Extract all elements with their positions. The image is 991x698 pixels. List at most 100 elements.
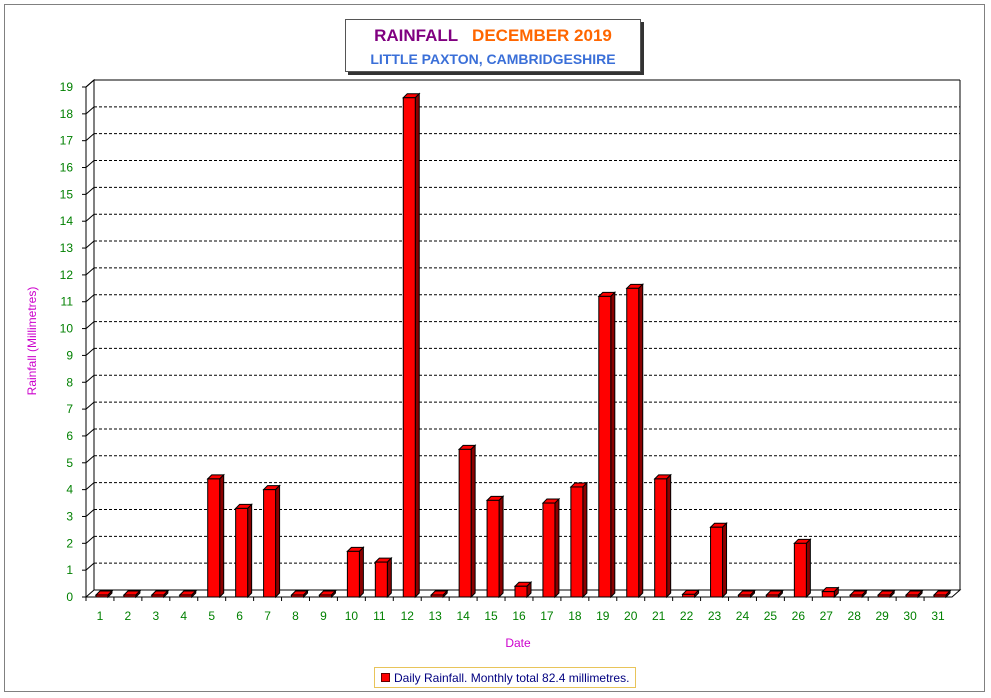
y-tick-label: 7: [66, 402, 73, 416]
x-tick-label: 14: [456, 609, 470, 623]
grid-diagonal: [85, 294, 95, 303]
bar: [597, 291, 617, 599]
bar-front: [346, 550, 360, 598]
x-tick-label: 13: [429, 609, 443, 623]
x-tick-label: 30: [903, 609, 917, 623]
bar-front: [291, 594, 305, 598]
bar-front: [514, 585, 528, 598]
y-tick-label: 18: [60, 107, 74, 121]
y-tick-label: 6: [66, 429, 73, 443]
bar: [876, 589, 896, 599]
bar-front: [570, 486, 584, 598]
y-tick-label: 19: [60, 80, 74, 94]
bar: [793, 538, 812, 599]
bar: [625, 283, 644, 599]
x-tick-label: 17: [540, 609, 554, 623]
bar-front: [821, 591, 835, 598]
x-tick-label: 18: [568, 609, 582, 623]
bar-side: [805, 538, 811, 599]
bar: [821, 586, 840, 599]
bar: [541, 497, 561, 599]
bar-front: [207, 478, 221, 598]
x-tick-label: 27: [820, 609, 834, 623]
bar: [457, 444, 477, 599]
bar-front: [95, 594, 109, 598]
bar-side: [722, 522, 728, 599]
x-tick-label: 31: [931, 609, 945, 623]
y-tick-label: 5: [66, 456, 73, 470]
bar-front: [374, 561, 388, 598]
grid-layer: [85, 79, 960, 571]
y-tick-label: 14: [60, 214, 74, 228]
x-tick-label: 16: [512, 609, 526, 623]
bar-front: [765, 594, 779, 598]
grid-diagonal: [85, 348, 95, 356]
bar: [318, 589, 337, 599]
y-tick-label: 0: [66, 590, 73, 604]
bar: [849, 589, 868, 599]
bar: [709, 522, 728, 599]
chart-title: RAINFALL DECEMBER 2019: [346, 26, 640, 46]
bar-layer: [94, 92, 952, 599]
x-tick-label: 28: [848, 609, 862, 623]
bar: [346, 546, 365, 599]
bar: [904, 589, 924, 599]
bar-front: [598, 295, 612, 598]
bar-front: [849, 594, 863, 598]
bar-side: [386, 556, 392, 599]
grid-diagonal: [85, 509, 95, 517]
bar: [374, 556, 393, 599]
bar-front: [626, 287, 640, 598]
bar-side: [554, 497, 560, 599]
bar: [681, 589, 700, 599]
y-tick-label: 17: [60, 134, 74, 148]
grid-diagonal: [85, 240, 95, 249]
bar-front: [402, 97, 416, 598]
bar-side: [358, 546, 364, 599]
bar-front: [458, 448, 472, 598]
bar-front: [682, 593, 696, 598]
x-tick-label: 12: [401, 609, 415, 623]
grid-diagonal: [85, 455, 95, 464]
y-tick-label: 1: [66, 563, 73, 577]
x-tick-label: 24: [736, 609, 750, 623]
bar-side: [610, 291, 616, 599]
x-tick-label: 29: [875, 609, 889, 623]
x-axis-label: Date: [505, 636, 531, 650]
bar-side: [219, 473, 225, 599]
bar-front: [905, 594, 919, 598]
grid-diagonal: [85, 482, 95, 491]
y-tick-label: 11: [61, 295, 74, 309]
bar-front: [933, 594, 947, 598]
x-tick-label: 11: [373, 609, 386, 623]
x-tick-label: 4: [180, 609, 187, 623]
x-tick-label: 21: [652, 609, 666, 623]
bar-side: [666, 473, 672, 599]
bar: [94, 589, 114, 599]
bar: [122, 589, 142, 599]
x-tick-label: 23: [708, 609, 722, 623]
bar-side: [275, 484, 281, 599]
x-tick-label: 26: [792, 609, 806, 623]
bar: [737, 589, 756, 599]
bar-front: [179, 594, 193, 598]
bar: [178, 589, 197, 599]
title-word-rainfall: RAINFALL: [374, 26, 458, 45]
bar: [569, 481, 589, 599]
bar-front: [877, 594, 891, 598]
bar-side: [247, 503, 253, 599]
grid-diagonal: [85, 401, 95, 410]
bar-front: [318, 594, 332, 598]
x-tick-label: 3: [152, 609, 159, 623]
chart-subtitle: LITTLE PAXTON, CAMBRIDGESHIRE: [370, 51, 616, 67]
y-tick-label: 3: [66, 509, 73, 523]
bar-front: [263, 489, 277, 598]
y-axis-label: Rainfall (Millimetres): [25, 287, 39, 396]
grid-diagonal: [85, 186, 95, 195]
bar-side: [470, 444, 476, 599]
bar: [932, 589, 952, 599]
bar-front: [123, 594, 137, 598]
bar: [262, 484, 281, 599]
grid-diagonal: [85, 535, 95, 544]
bar-side: [582, 481, 588, 599]
